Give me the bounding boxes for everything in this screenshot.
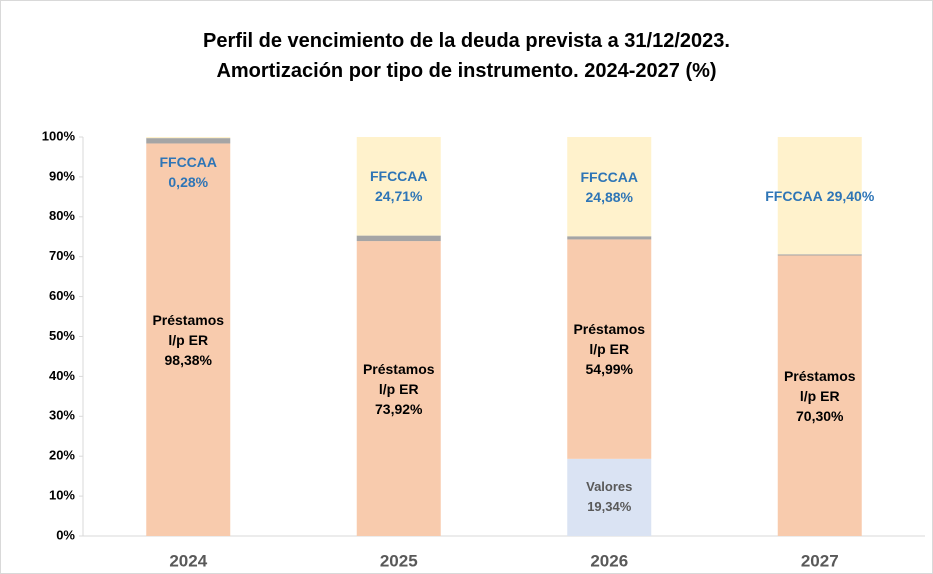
data-label-name: Valores <box>586 479 633 495</box>
y-tick-label: 30% <box>49 408 75 423</box>
data-label-name: Préstamos l/p ER <box>783 367 856 404</box>
data-label-name: FFCCAA <box>580 168 639 185</box>
bar-segment <box>356 241 441 536</box>
data-label-name: Préstamos l/p ER <box>152 311 225 348</box>
x-tick-label: 2026 <box>590 551 628 570</box>
data-label-value: 98,38% <box>164 351 212 368</box>
y-tick-label: 0% <box>56 527 75 542</box>
data-label: Préstamos l/p ER 73,92% <box>359 359 439 419</box>
data-label-value: 24,71% <box>375 188 423 205</box>
bar-segment <box>567 239 652 459</box>
y-tick-label: 90% <box>49 168 75 183</box>
data-label-value: 73,92% <box>375 400 423 417</box>
y-tick-label: 40% <box>49 368 75 383</box>
data-label: FFCCAA 24,88% <box>569 167 649 207</box>
data-label: FFCCAA 0,28% <box>148 152 228 192</box>
y-tick-label: 60% <box>49 288 75 303</box>
chart-subtitle: Amortización por tipo de instrumento. 20… <box>216 60 717 82</box>
y-tick-label: 50% <box>49 328 75 343</box>
data-label-value: 29,40% <box>826 187 875 204</box>
bar-segment <box>146 143 231 536</box>
y-tick-label: 10% <box>49 488 75 503</box>
data-label: FFCCAA 29,40% <box>765 186 874 206</box>
data-label: Valores 19,34% <box>569 477 649 517</box>
data-label-name: Préstamos l/p ER <box>573 321 646 358</box>
data-label-name: FFCCAA <box>159 154 218 170</box>
y-tick-label: 70% <box>49 248 75 263</box>
y-tick-label: 80% <box>49 208 75 223</box>
y-tick-label: 20% <box>49 448 75 463</box>
data-label-value: 0,28% <box>168 174 209 190</box>
data-label: Préstamos l/p ER 54,99% <box>569 319 649 379</box>
bar-segment <box>567 137 652 237</box>
data-label-value: 19,34% <box>587 499 632 515</box>
y-tick-label: 100% <box>42 128 76 143</box>
data-label-name: FFCCAA <box>765 187 823 204</box>
bar-segment <box>567 458 652 536</box>
x-tick-label: 2024 <box>169 551 207 570</box>
data-label-value: 70,30% <box>796 407 844 424</box>
x-tick-label: 2025 <box>380 551 418 570</box>
bar-segment <box>777 254 862 256</box>
bar-segment <box>777 137 862 255</box>
bar-segment <box>567 236 652 240</box>
bar-segment <box>777 255 862 537</box>
data-label-name: FFCCAA <box>369 168 428 185</box>
chart-title: Perfil de vencimiento de la deuda previs… <box>203 30 730 52</box>
data-label: Préstamos l/p ER 70,30% <box>780 366 860 426</box>
bar-segment <box>146 138 231 144</box>
bar-segment <box>146 137 231 139</box>
bar-segment <box>356 235 441 242</box>
data-label-value: 54,99% <box>585 361 633 378</box>
data-label-value: 24,88% <box>585 188 633 205</box>
data-label: FFCCAA 24,71% <box>359 166 439 206</box>
data-label-name: Préstamos l/p ER <box>362 360 435 397</box>
bar-segment <box>356 137 441 236</box>
x-tick-label: 2027 <box>801 551 839 570</box>
data-label: Préstamos l/p ER 98,38% <box>148 310 228 370</box>
